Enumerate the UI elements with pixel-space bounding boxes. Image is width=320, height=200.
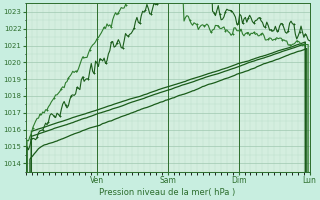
X-axis label: Pression niveau de la mer( hPa ): Pression niveau de la mer( hPa ) (100, 188, 236, 197)
